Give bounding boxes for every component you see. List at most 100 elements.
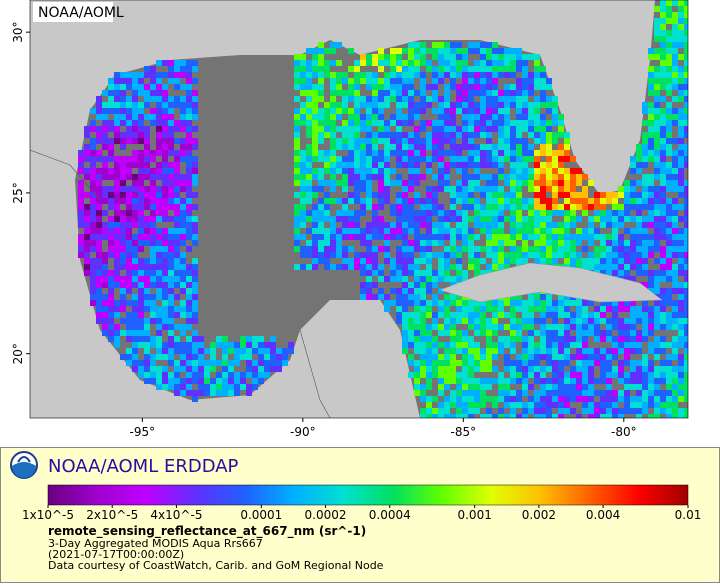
pixel — [180, 282, 186, 288]
pixel — [456, 126, 462, 132]
pixel — [480, 126, 486, 132]
pixel — [120, 222, 126, 228]
pixel — [558, 126, 564, 132]
pixel — [420, 342, 426, 348]
pixel — [396, 90, 402, 96]
pixel — [534, 192, 540, 198]
pixel — [564, 234, 570, 240]
pixel — [312, 132, 318, 138]
pixel — [390, 258, 396, 264]
pixel — [102, 108, 108, 114]
pixel — [114, 258, 120, 264]
pixel — [114, 84, 120, 90]
pixel — [108, 318, 114, 324]
pixel — [180, 144, 186, 150]
noaa-logo — [10, 451, 38, 479]
pixel — [426, 276, 432, 282]
pixel — [468, 132, 474, 138]
pixel — [576, 252, 582, 258]
pixel — [186, 246, 192, 252]
pixel — [318, 198, 324, 204]
pixel — [96, 252, 102, 258]
pixel — [666, 216, 672, 222]
pixel — [660, 18, 666, 24]
pixel — [186, 264, 192, 270]
pixel — [90, 288, 96, 294]
pixel — [636, 234, 642, 240]
pixel — [330, 60, 336, 66]
pixel — [666, 174, 672, 180]
pixel — [666, 258, 672, 264]
pixel — [306, 150, 312, 156]
pixel — [486, 342, 492, 348]
pixel — [444, 276, 450, 282]
pixel — [468, 228, 474, 234]
pixel — [498, 336, 504, 342]
pixel — [240, 342, 246, 348]
pixel — [438, 42, 444, 48]
pixel — [402, 60, 408, 66]
pixel — [492, 96, 498, 102]
pixel — [618, 408, 624, 414]
pixel — [402, 240, 408, 246]
pixel — [390, 132, 396, 138]
pixel — [540, 330, 546, 336]
pixel — [564, 144, 570, 150]
pixel — [660, 276, 666, 282]
pixel — [636, 192, 642, 198]
pixel — [480, 396, 486, 402]
pixel — [414, 378, 420, 384]
pixel — [420, 276, 426, 282]
pixel — [402, 90, 408, 96]
pixel — [426, 138, 432, 144]
pixel — [318, 126, 324, 132]
pixel — [654, 372, 660, 378]
pixel — [462, 138, 468, 144]
pixel — [306, 78, 312, 84]
pixel — [246, 384, 252, 390]
pixel — [360, 234, 366, 240]
pixel — [684, 372, 688, 378]
pixel — [678, 324, 684, 330]
pixel — [402, 324, 408, 330]
pixel — [120, 102, 126, 108]
pixel — [126, 360, 132, 366]
pixel — [282, 354, 288, 360]
pixel — [510, 54, 516, 60]
pixel — [468, 198, 474, 204]
pixel — [660, 48, 666, 54]
pixel — [324, 114, 330, 120]
pixel — [264, 342, 270, 348]
pixel — [564, 318, 570, 324]
pixel — [462, 114, 468, 120]
pixel — [162, 240, 168, 246]
pixel — [672, 42, 678, 48]
pixel — [444, 324, 450, 330]
pixel — [162, 186, 168, 192]
pixel — [612, 414, 618, 418]
pixel — [390, 72, 396, 78]
pixel — [480, 162, 486, 168]
pixel — [186, 162, 192, 168]
pixel — [552, 198, 558, 204]
pixel — [408, 90, 414, 96]
pixel — [414, 90, 420, 96]
pixel — [180, 312, 186, 318]
pixel — [378, 66, 384, 72]
pixel — [378, 108, 384, 114]
pixel — [684, 102, 688, 108]
pixel — [558, 174, 564, 180]
pixel — [180, 150, 186, 156]
pixel — [444, 162, 450, 168]
pixel — [642, 354, 648, 360]
pixel — [156, 192, 162, 198]
pixel — [492, 300, 498, 306]
pixel — [414, 222, 420, 228]
pixel — [144, 342, 150, 348]
pixel — [678, 234, 684, 240]
pixel — [438, 360, 444, 366]
pixel — [372, 216, 378, 222]
pixel — [570, 246, 576, 252]
pixel — [384, 138, 390, 144]
pixel — [384, 300, 390, 306]
